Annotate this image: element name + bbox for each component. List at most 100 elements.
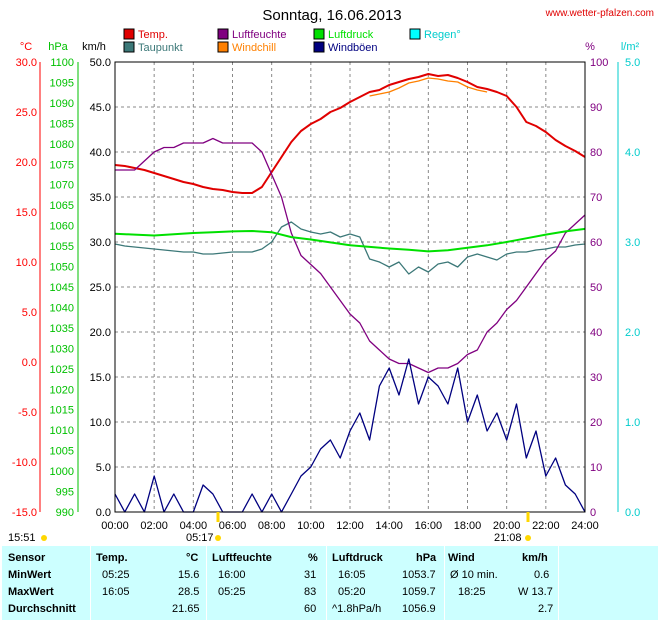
tick-label-pressure: 1030 [50, 343, 74, 355]
stats-header-press-unit: hPa [416, 552, 437, 564]
series-line-windchill [369, 77, 488, 97]
legend-swatch [313, 41, 325, 53]
legend-label: Windböen [328, 42, 378, 54]
plot-frame [114, 61, 586, 513]
tick-label-pressure: 1025 [50, 364, 74, 376]
tick-label-time: 00:00 [101, 520, 129, 532]
tick-label-humidity: 100 [590, 57, 608, 69]
tick-label-pressure: 1045 [50, 282, 74, 294]
marker-sunset-dot [525, 535, 531, 541]
tick-label-pressure: 1035 [50, 323, 74, 335]
row-press-time: 16:05 [338, 569, 366, 581]
tick-label-wind: 35.0 [90, 192, 111, 204]
stats-header-temp: Temp. [96, 552, 128, 564]
legend-label: Luftdruck [328, 29, 374, 41]
legend-swatch [217, 28, 229, 40]
tick-label-time: 22:00 [532, 520, 560, 532]
tick-label-time: 02:00 [140, 520, 168, 532]
stats-header-wind-unit: km/h [522, 552, 548, 564]
tick-label-wind: 50.0 [90, 57, 111, 69]
tick-label-humidity: 70 [590, 192, 602, 204]
tick-label-time: 18:00 [454, 520, 482, 532]
time-markers: 15:51 05:17 21:08 [8, 512, 531, 544]
tick-label-humidity: 10 [590, 462, 602, 474]
marker-sunrise-time: 05:17 [186, 532, 214, 544]
tick-label-time: 08:00 [258, 520, 286, 532]
tick-label-wind: 0.0 [96, 507, 111, 519]
legend-swatch [313, 28, 325, 40]
row-temp-time: 16:05 [102, 586, 130, 598]
col-divider [90, 546, 91, 620]
stats-header-hum-unit: % [308, 552, 318, 564]
unit-celsius: °C [20, 41, 32, 53]
tick-label-temp: 5.0 [22, 307, 37, 319]
row-label: MaxWert [8, 586, 54, 598]
tick-label-pressure: 990 [56, 507, 74, 519]
tick-label-pressure: 1000 [50, 466, 74, 478]
tick-label-pressure: 1090 [50, 98, 74, 110]
tick-label-pressure: 1010 [50, 425, 74, 437]
tick-label-rain: 2.0 [625, 327, 640, 339]
tick-label-pressure: 1020 [50, 384, 74, 396]
tick-label-humidity: 0 [590, 507, 596, 519]
row-hum-time: 16:00 [218, 569, 246, 581]
row-press-val: 1056.9 [402, 603, 436, 615]
tick-label-pressure: 1065 [50, 200, 74, 212]
stats-table: Sensor Temp. °C Luftfeuchte % Luftdruck … [2, 546, 658, 620]
stats-header-press: Luftdruck [332, 552, 383, 564]
tick-label-temp: 20.0 [16, 157, 37, 169]
tick-label-temp: -10.0 [12, 457, 37, 469]
tick-label-time: 10:00 [297, 520, 325, 532]
stats-header-temp-unit: °C [186, 552, 199, 564]
tick-label-pressure: 1070 [50, 180, 74, 192]
tick-label-wind: 40.0 [90, 147, 111, 159]
tick-label-temp: -5.0 [18, 407, 37, 419]
legend-swatch [217, 41, 229, 53]
legend-label: Regen° [424, 29, 461, 41]
tick-label-temp: 10.0 [16, 257, 37, 269]
tick-label-humidity: 80 [590, 147, 602, 159]
col-divider [444, 546, 445, 620]
row-wind-val: 2.7 [538, 603, 554, 615]
col-divider [558, 546, 559, 620]
tick-label-rain: 4.0 [625, 147, 640, 159]
row-wind-time: 18:25 [458, 586, 486, 598]
tick-label-pressure: 995 [56, 487, 74, 499]
tick-label-temp: 25.0 [16, 107, 37, 119]
unit-percent: % [585, 41, 595, 53]
unit-rain: l/m² [621, 41, 640, 53]
legend-label: Windchill [232, 42, 276, 54]
unit-hpa: hPa [48, 41, 68, 53]
tick-label-pressure: 1085 [50, 118, 74, 130]
tick-label-pressure: 1060 [50, 221, 74, 233]
legend-swatch [123, 28, 135, 40]
row-temp-val: 15.6 [178, 569, 200, 581]
tick-label-pressure: 1100 [50, 57, 74, 69]
tick-label-time: 06:00 [219, 520, 247, 532]
tick-label-pressure: 1080 [50, 139, 74, 151]
legend-label: Temp. [138, 29, 168, 41]
stats-header-sensor: Sensor [8, 552, 46, 564]
tick-label-humidity: 90 [590, 102, 602, 114]
col-divider [206, 546, 207, 620]
row-wind-val: 0.6 [534, 569, 550, 581]
row-temp-val: 28.5 [178, 586, 200, 598]
row-temp-time: 05:25 [102, 569, 130, 581]
tick-label-wind: 15.0 [90, 372, 111, 384]
tick-label-wind: 45.0 [90, 102, 111, 114]
legend-swatch [123, 41, 135, 53]
marker-left-time: 15:51 [8, 532, 36, 544]
row-press-time: ^1.8hPa/h [332, 603, 382, 615]
tick-label-pressure: 1050 [50, 262, 74, 274]
stats-header-wind: Wind [448, 552, 475, 564]
tick-label-wind: 10.0 [90, 417, 111, 429]
row-hum-time: 05:25 [218, 586, 246, 598]
tick-label-pressure: 1040 [50, 302, 74, 314]
legend-label: Taupunkt [138, 42, 183, 54]
row-hum-val: 31 [304, 569, 317, 581]
series-line-luftdruck [114, 227, 586, 253]
tick-label-rain: 1.0 [625, 417, 640, 429]
tick-label-temp: 15.0 [16, 207, 37, 219]
tick-label-time: 20:00 [493, 520, 521, 532]
weather-chart: Sonntag, 16.06.2013 www.wetter-pfalzen.c… [8, 7, 654, 544]
